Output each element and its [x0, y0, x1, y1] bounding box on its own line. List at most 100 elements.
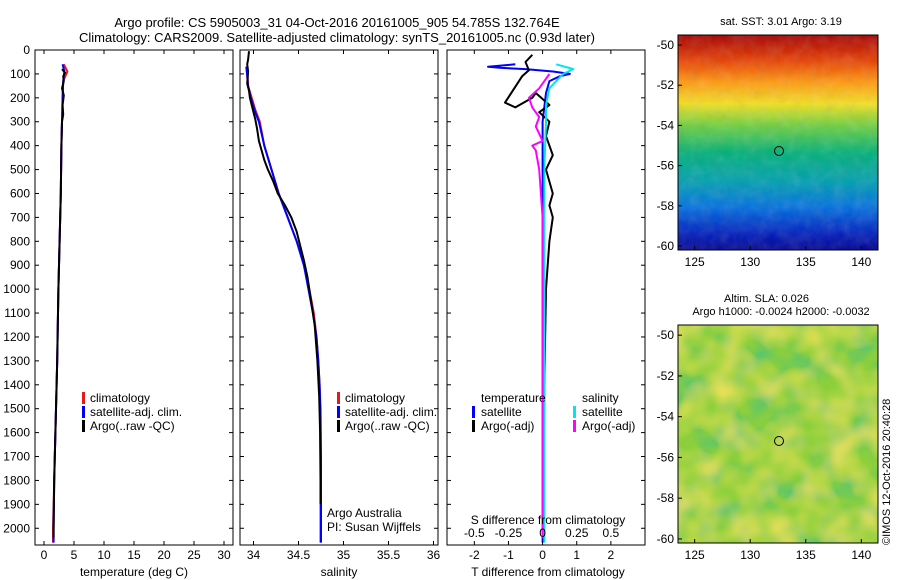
map-y-tick-label: -50: [657, 38, 675, 52]
x-tick-label: -1: [503, 548, 514, 562]
s-tick-label: -0.5: [464, 526, 485, 540]
legend-s-argo: Argo(-adj): [582, 419, 635, 433]
difference-legend: temperature satellite Argo(-adj) salinit…: [472, 391, 635, 433]
series-line-t_argo: [504, 54, 554, 538]
y-tick-label: 100: [10, 67, 30, 81]
legend-argo: Argo(..raw -QC): [90, 419, 175, 433]
map-y-tick-label: -54: [657, 118, 675, 132]
map-x-tick-label: 130: [740, 255, 760, 269]
map-y-tick-label: -52: [657, 369, 675, 383]
x-tick-label: 15: [127, 548, 141, 562]
temperature-legend: climatology satellite-adj. clim. Argo(..…: [82, 391, 182, 433]
x-tick-label: 35: [337, 548, 351, 562]
sst-map-title: sat. SST: 3.01 Argo: 3.19: [720, 16, 842, 28]
x-tick-label: 0: [41, 548, 48, 562]
legend-swatch-satellite: [82, 406, 85, 418]
legend-temperature-heading: temperature: [481, 391, 546, 405]
legend-s-satellite: satellite: [582, 405, 623, 419]
x-tick-label: -2: [469, 548, 480, 562]
x-tick-label: 35.5: [377, 548, 401, 562]
map-y-tick-label: -58: [657, 491, 675, 505]
legend-climatology: climatology: [90, 391, 150, 405]
x-tick-label: 34: [247, 548, 261, 562]
salinity-plot-frame: [239, 49, 439, 546]
legend-swatch-t-satellite: [472, 406, 475, 418]
sst-map-ticks: 125 130 135 140 -50 -52 -54 -56 -58 -60: [657, 38, 872, 269]
map-x-tick-label: 125: [685, 548, 705, 562]
salinity-panel: salinity climatology satellite-adj. clim…: [239, 49, 440, 579]
salinity-plot-lines: [245, 51, 322, 543]
map-y-tick-label: -60: [657, 532, 675, 546]
y-tick-label: 1200: [3, 330, 30, 344]
map-y-tick-label: -56: [657, 450, 675, 464]
x-tick-label: 1: [573, 548, 580, 562]
sst-map: sat. SST: 3.01 Argo: 3.19: [657, 16, 879, 269]
y-tick-label: 800: [10, 234, 30, 248]
y-tick-label: 1700: [3, 450, 30, 464]
map-x-tick-label: 140: [851, 548, 871, 562]
legend-t-satellite: satellite: [481, 405, 522, 419]
sst-map-frame: [677, 34, 879, 251]
sst-map-texture: [678, 35, 878, 250]
map-x-tick-label: 140: [851, 255, 871, 269]
map-y-tick-label: -50: [657, 328, 675, 342]
difference-xlabel-t: T difference from climatology: [471, 565, 625, 579]
x-tick-label: 25: [187, 548, 201, 562]
difference-s-ticklabels: -0.5 -0.25 0 0.25 0.5: [464, 526, 620, 540]
legend-satellite-adj: satellite-adj. clim.: [90, 405, 182, 419]
imos-timestamp: ©IMOS 12-Oct-2016 20:40:28: [881, 399, 893, 545]
map-x-tick-label: 135: [796, 548, 816, 562]
map-y-tick-label: -52: [657, 78, 675, 92]
map-y-tick-label: -56: [657, 159, 675, 173]
sla-map-ticks: 125 130 135 140 -50 -52 -54 -56 -58 -60: [657, 328, 872, 562]
sla-map-title2: Argo h1000: -0.0024 h2000: -0.0032: [692, 306, 869, 318]
legend-salinity-heading: salinity: [582, 391, 619, 405]
sla-map-title1: Altim. SLA: 0.026: [724, 293, 809, 305]
difference-plot-lines: [487, 54, 575, 543]
x-tick-label: 34.5: [287, 548, 311, 562]
y-tick-label: 500: [10, 163, 30, 177]
y-tick-label: 1300: [3, 354, 30, 368]
series-line-s_argo: [527, 73, 551, 538]
y-tick-label: 2000: [3, 521, 30, 535]
sla-map-frame: [677, 324, 879, 544]
difference-panel: T difference from climatology S differen…: [446, 49, 646, 579]
sla-map-texture: [678, 325, 878, 543]
y-tick-label: 300: [10, 115, 30, 129]
legend-swatch-t-argo: [472, 420, 475, 432]
y-tick-label: 1600: [3, 426, 30, 440]
salinity-legend: climatology satellite-adj. clim. Argo(..…: [337, 391, 437, 433]
x-tick-label: 20: [157, 548, 171, 562]
y-tick-label: 1100: [4, 306, 30, 320]
credit-line1: Argo Australia: [327, 506, 402, 520]
y-tick-label: 0: [23, 43, 30, 57]
temperature-xlabel: temperature (deg C): [80, 565, 188, 579]
temperature-plot-lines: [52, 63, 69, 543]
header-line2: Climatology: CARS2009. Satellite-adjuste…: [79, 30, 595, 45]
legend-t-argo: Argo(-adj): [481, 419, 534, 433]
legend-climatology: climatology: [345, 391, 405, 405]
y-tick-label: 900: [10, 258, 30, 272]
temperature-plot-frame: [34, 49, 234, 546]
legend-argo: Argo(..raw -QC): [345, 419, 430, 433]
x-tick-label: 5: [71, 548, 78, 562]
header-line1: Argo profile: CS 5905003_31 04-Oct-2016 …: [114, 15, 560, 30]
y-tick-label: 1500: [3, 402, 30, 416]
y-tick-label: 200: [10, 91, 30, 105]
s-tick-label: 0: [539, 526, 546, 540]
sla-argo-location-marker: [774, 436, 784, 446]
y-tick-label: 1900: [3, 497, 30, 511]
sla-map: Altim. SLA: 0.026 Argo h1000: -0.0024 h2…: [657, 293, 879, 562]
series-line-s_satellite: [543, 63, 575, 543]
series-line-argo: [246, 51, 322, 505]
legend-swatch-s-argo: [573, 420, 576, 432]
s-tick-label: 0.25: [565, 526, 589, 540]
temperature-panel: temperature (deg C) climatology satellit…: [3, 43, 234, 579]
legend-swatch-s-satellite: [573, 406, 576, 418]
y-tick-label: 400: [10, 139, 30, 153]
s-tick-label: 0.5: [603, 526, 620, 540]
map-y-tick-label: -60: [657, 239, 675, 253]
legend-swatch-climatology: [82, 392, 85, 404]
legend-swatch-climatology: [337, 392, 340, 404]
